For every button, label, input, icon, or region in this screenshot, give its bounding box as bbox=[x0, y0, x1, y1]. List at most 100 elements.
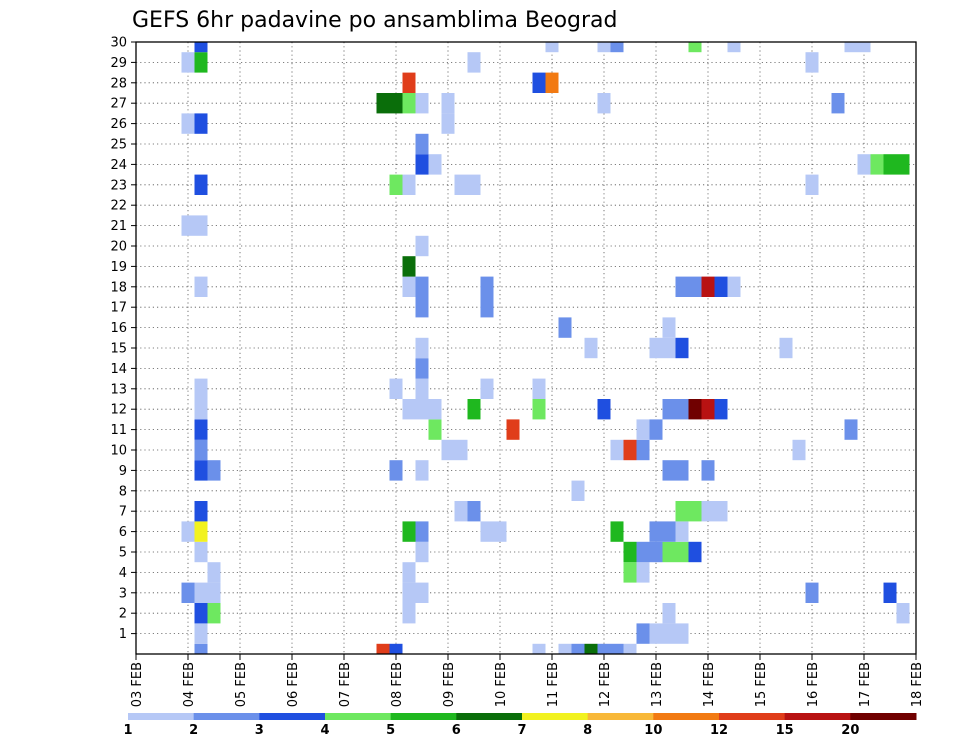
precip-cell bbox=[194, 521, 208, 542]
precip-cell bbox=[402, 256, 416, 277]
precip-cell bbox=[194, 215, 208, 236]
legend-label: 4 bbox=[320, 723, 329, 738]
precip-cell bbox=[597, 42, 611, 53]
y-axis-ticks: 1234567891011121314151617181920212223242… bbox=[110, 36, 136, 642]
precip-cell bbox=[194, 623, 208, 644]
precip-cell bbox=[506, 419, 520, 440]
legend-swatch bbox=[325, 713, 392, 720]
precip-cell bbox=[662, 460, 676, 481]
precip-cell bbox=[532, 643, 546, 654]
precip-cell bbox=[727, 42, 741, 53]
precip-cell bbox=[571, 643, 585, 654]
legend-label: 15 bbox=[776, 723, 794, 738]
precip-cell bbox=[558, 317, 572, 338]
y-tick-label: 12 bbox=[110, 403, 127, 418]
y-tick-label: 14 bbox=[110, 362, 127, 377]
precip-cell bbox=[402, 399, 416, 420]
precip-cell bbox=[662, 541, 676, 563]
y-tick-label: 25 bbox=[110, 138, 127, 153]
legend-swatch bbox=[653, 713, 720, 720]
precip-cell bbox=[194, 460, 208, 481]
precip-cell bbox=[415, 358, 429, 379]
precip-cell bbox=[649, 521, 663, 542]
legend-swatch bbox=[587, 713, 654, 720]
y-tick-label: 9 bbox=[119, 464, 127, 479]
precip-cell bbox=[181, 52, 195, 73]
y-tick-label: 16 bbox=[110, 321, 127, 336]
grid-lines bbox=[136, 42, 916, 654]
precip-cell bbox=[415, 378, 429, 399]
precip-cell bbox=[194, 399, 208, 420]
precip-cell bbox=[181, 521, 195, 542]
precip-cell bbox=[402, 93, 416, 114]
precip-cell bbox=[389, 378, 403, 399]
x-tick-label: 18 FEB bbox=[910, 662, 925, 707]
precip-cell bbox=[701, 276, 715, 297]
y-tick-label: 28 bbox=[110, 76, 127, 91]
x-tick-label: 09 FEB bbox=[442, 662, 457, 707]
precip-cell bbox=[701, 399, 715, 420]
x-tick-label: 12 FEB bbox=[598, 662, 613, 707]
precip-cell bbox=[896, 603, 910, 624]
precip-cell bbox=[636, 623, 650, 644]
precip-cell bbox=[194, 419, 208, 440]
precip-cell bbox=[480, 276, 494, 297]
precip-cell bbox=[194, 582, 208, 603]
precip-cell bbox=[389, 460, 403, 481]
precip-cell bbox=[662, 317, 676, 338]
precip-cell bbox=[402, 582, 416, 603]
x-tick-label: 08 FEB bbox=[390, 662, 405, 707]
legend-label: 2 bbox=[189, 723, 198, 738]
precip-cell bbox=[389, 174, 403, 195]
legend-swatch bbox=[193, 713, 260, 720]
x-tick-label: 16 FEB bbox=[806, 662, 821, 707]
x-tick-label: 03 FEB bbox=[130, 662, 145, 707]
precip-cell bbox=[480, 378, 494, 399]
plot-frame bbox=[135, 41, 917, 655]
precip-cell bbox=[532, 72, 546, 93]
precip-cell bbox=[857, 42, 871, 53]
precip-cell bbox=[688, 276, 702, 297]
y-tick-label: 23 bbox=[110, 178, 127, 193]
precip-cell bbox=[714, 501, 728, 522]
legend-label: 6 bbox=[452, 723, 461, 738]
precip-cell bbox=[207, 562, 221, 583]
precip-cell bbox=[805, 52, 819, 73]
precip-cell bbox=[415, 337, 429, 359]
precip-cell bbox=[181, 582, 195, 603]
precip-cell bbox=[883, 154, 897, 175]
precip-cell bbox=[662, 521, 676, 542]
legend-label: 3 bbox=[255, 723, 264, 738]
precip-cell bbox=[675, 276, 689, 297]
precip-cell bbox=[480, 521, 494, 542]
precip-cell bbox=[415, 399, 429, 420]
precip-cell bbox=[545, 72, 559, 93]
precip-cell bbox=[857, 154, 871, 175]
precip-cell bbox=[181, 113, 195, 134]
y-tick-label: 5 bbox=[119, 546, 127, 561]
precip-cell bbox=[675, 521, 689, 542]
precip-cell bbox=[597, 399, 611, 420]
precip-cell bbox=[675, 541, 689, 563]
y-tick-label: 17 bbox=[110, 301, 127, 316]
precip-cell bbox=[636, 562, 650, 583]
legend-label: 10 bbox=[644, 723, 662, 738]
precip-cell bbox=[610, 439, 624, 461]
precip-cell bbox=[649, 623, 663, 644]
precip-cell bbox=[688, 501, 702, 522]
precip-cell bbox=[415, 297, 429, 318]
precip-cell bbox=[415, 235, 429, 257]
precip-cell bbox=[623, 643, 637, 654]
precip-cell bbox=[532, 378, 546, 399]
y-tick-label: 26 bbox=[110, 117, 127, 132]
y-tick-label: 27 bbox=[110, 97, 127, 112]
precip-cell bbox=[493, 521, 507, 542]
y-tick-label: 15 bbox=[110, 342, 127, 357]
precip-cell bbox=[649, 419, 663, 440]
y-tick-label: 29 bbox=[110, 56, 127, 71]
precip-cell bbox=[714, 399, 728, 420]
precip-cell bbox=[467, 52, 481, 73]
precip-cell bbox=[545, 42, 559, 53]
precip-cell bbox=[688, 42, 702, 53]
precip-cell bbox=[415, 276, 429, 297]
